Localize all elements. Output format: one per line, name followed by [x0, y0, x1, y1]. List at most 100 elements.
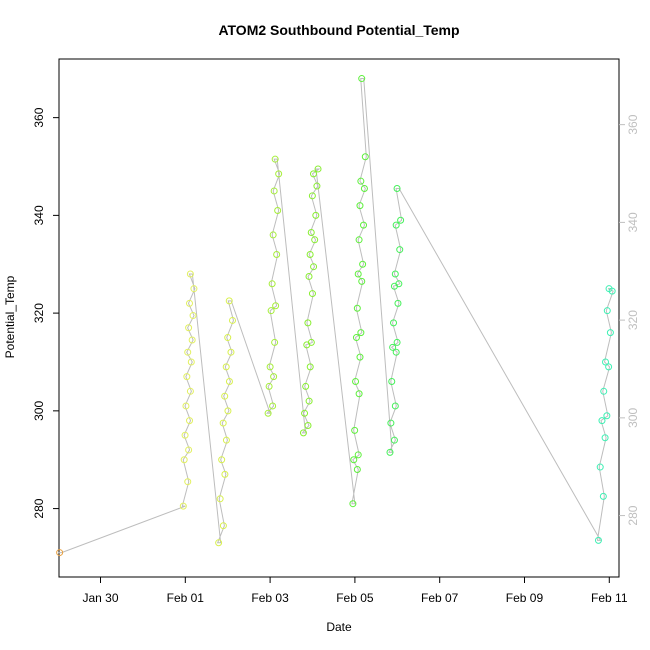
data-point	[359, 260, 367, 268]
data-point	[397, 216, 405, 224]
data-point	[386, 448, 394, 456]
data-point	[360, 221, 368, 229]
data-point	[356, 353, 364, 361]
data-point	[360, 185, 368, 192]
data-point	[221, 470, 229, 478]
data-point	[216, 495, 224, 503]
data-point	[312, 211, 320, 219]
y-tick-label: 320	[32, 303, 46, 323]
data-point	[218, 456, 226, 464]
data-point	[357, 177, 365, 185]
data-point	[301, 409, 309, 417]
data-point	[594, 536, 602, 544]
x-tick-label: Jan 30	[82, 591, 118, 605]
data-point	[355, 390, 363, 398]
data-point	[392, 221, 400, 229]
data-point	[392, 348, 400, 356]
data-point	[602, 358, 610, 366]
data-point	[390, 319, 398, 327]
data-point	[307, 338, 315, 346]
data-point	[184, 478, 192, 486]
data-point	[56, 549, 64, 557]
data-point	[391, 402, 399, 410]
data-point	[275, 170, 283, 178]
data-point	[221, 392, 229, 400]
y-tick-label: 280	[32, 498, 46, 518]
data-point	[274, 206, 282, 214]
data-point	[308, 290, 316, 298]
data-point	[179, 502, 187, 510]
data-point	[307, 228, 315, 236]
data-point	[185, 446, 193, 454]
data-point	[304, 319, 312, 327]
data-point	[299, 429, 307, 437]
data-point	[388, 378, 396, 386]
data-point	[273, 250, 281, 258]
right-y-tick-label: 300	[626, 408, 640, 428]
data-point	[355, 236, 363, 244]
x-tick-label: Feb 07	[421, 591, 459, 605]
data-point	[186, 387, 194, 395]
data-point	[266, 363, 274, 371]
data-point	[314, 165, 322, 173]
data-point	[225, 297, 233, 305]
data-point	[225, 378, 233, 386]
data-point	[352, 378, 360, 386]
data-point	[600, 387, 608, 395]
data-point	[603, 412, 611, 420]
data-point	[269, 231, 277, 239]
data-point	[182, 402, 190, 410]
y-tick-label: 360	[32, 107, 46, 127]
data-point	[313, 182, 321, 190]
data-point	[187, 358, 195, 366]
data-point	[215, 539, 223, 547]
data-point	[186, 417, 194, 425]
data-point	[181, 431, 189, 439]
chart-title: ATOM2 Southbound Potential_Temp	[218, 22, 459, 38]
data-point	[605, 285, 613, 293]
data-point	[354, 270, 362, 278]
data-point	[306, 250, 314, 258]
x-tick-label: Feb 11	[591, 591, 628, 605]
data-point	[267, 307, 275, 315]
x-tick-label: Feb 01	[167, 591, 205, 605]
right-y-tick-label: 360	[626, 114, 640, 134]
data-point	[601, 434, 609, 442]
plot-area: Jan 30 Feb 01 Feb 03 Feb 05 Feb 07 Feb 09 Feb …	[32, 58, 640, 605]
data-point	[387, 419, 395, 427]
data-point	[603, 307, 611, 315]
right-y-tick-label: 280	[626, 505, 640, 525]
data-point	[305, 272, 313, 280]
data-point	[305, 397, 313, 405]
data-point	[188, 336, 196, 344]
y-tick-label: 340	[32, 205, 46, 225]
data-point	[391, 270, 399, 278]
data-point	[186, 270, 194, 278]
data-point	[190, 285, 198, 293]
data-point	[606, 329, 614, 337]
data-point	[270, 187, 278, 195]
right-y-tick-label: 340	[626, 212, 640, 232]
data-point	[353, 465, 361, 473]
data-point	[222, 436, 230, 444]
data-point	[271, 155, 279, 163]
data-point	[358, 75, 366, 83]
data-point	[598, 417, 606, 425]
data-point	[219, 419, 227, 427]
data-point	[224, 334, 232, 342]
data-point	[308, 192, 316, 200]
data-point	[302, 382, 310, 390]
data-point	[395, 280, 403, 288]
data-point	[396, 246, 404, 254]
data-point	[185, 299, 193, 307]
x-tick-label: Feb 03	[251, 591, 289, 605]
x-axis-label: Date	[326, 620, 352, 634]
data-point	[264, 409, 272, 417]
x-tick-label: Feb 09	[506, 591, 544, 605]
data-point	[269, 402, 277, 410]
data-point	[596, 463, 604, 471]
data-point	[389, 343, 397, 351]
data-point	[310, 263, 318, 271]
data-point	[180, 456, 188, 464]
